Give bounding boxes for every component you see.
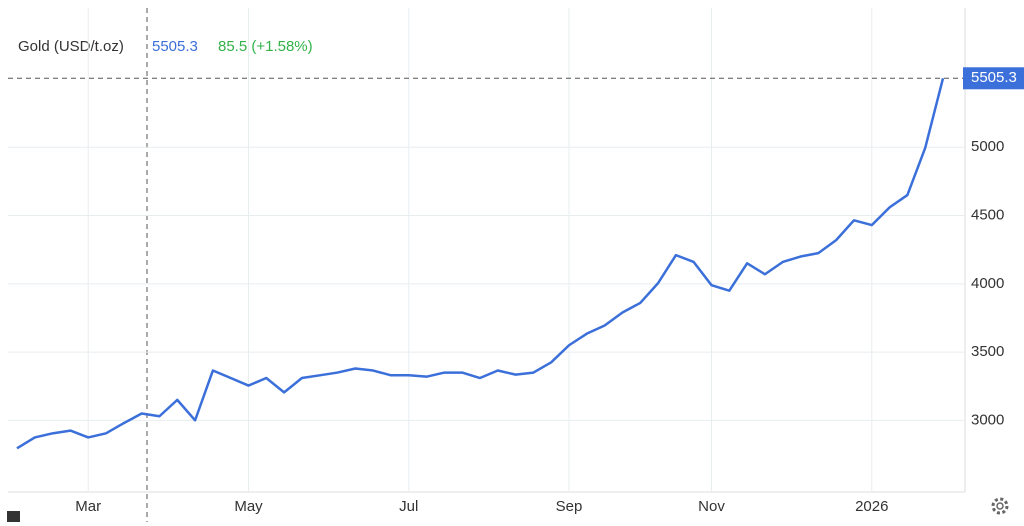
last-value-flag (963, 67, 1024, 90)
y-tick-label: 3000 (971, 411, 1004, 428)
last-value-label: 5505.3 (971, 69, 1017, 86)
x-tick-label: May (234, 498, 263, 515)
chart-title: Gold (USD/t.oz) (18, 38, 124, 55)
x-tick-label: Nov (698, 498, 725, 515)
line (16, 77, 945, 450)
last-value: 5505.3 (152, 38, 198, 55)
x-tick-label: Sep (556, 498, 583, 515)
icon[interactable] (7, 511, 20, 522)
change: 85.5 (+1.58%) (218, 38, 313, 55)
x-tick-label: Jul (399, 498, 418, 515)
plot: 3000 3500 4000 4500 5000 Mar May Jul Sep Nov 2026 5… (8, 8, 1024, 515)
x-tick-label: Mar (75, 498, 101, 515)
y-tick-label: 4500 (971, 207, 1004, 224)
settings-icon[interactable] (991, 497, 1009, 515)
y-tick-label: 5000 (971, 138, 1004, 155)
x-tick-label: 2026 (855, 498, 888, 515)
y-tick-label: 3500 (971, 343, 1004, 360)
y-tick-label: 4000 (971, 275, 1004, 292)
